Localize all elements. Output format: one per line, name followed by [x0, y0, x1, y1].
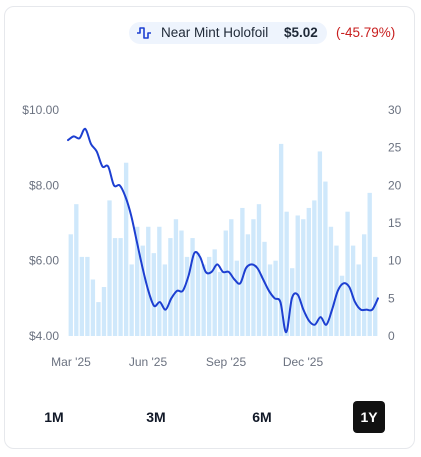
- volume-bar: [295, 215, 300, 336]
- legend-chip[interactable]: Near Mint Holofoil $5.02: [129, 22, 327, 44]
- price-change-percent: (-45.79%): [336, 25, 396, 40]
- volume-bar: [328, 226, 334, 336]
- left-axis-tick-label: $6.00: [29, 254, 59, 268]
- volume-bar: [184, 256, 190, 336]
- volume-bar: [74, 204, 79, 336]
- volume-bar: [345, 211, 350, 336]
- price-line: [67, 127, 379, 334]
- volume-bar: [96, 302, 101, 336]
- right-axis: 30 25 20 15 10 5 0: [388, 103, 402, 343]
- range-button-1m[interactable]: 1M: [44, 409, 64, 425]
- x-axis: Mar '25 Jun '25 Sep '25 Dec '25: [51, 355, 323, 369]
- right-axis-tick-label: 20: [388, 178, 402, 192]
- volume-bar: [68, 234, 73, 336]
- x-axis-tick-label: Dec '25: [283, 355, 324, 369]
- x-axis-tick-label: Jun '25: [129, 355, 168, 369]
- range-button-6m[interactable]: 6M: [252, 409, 272, 425]
- volume-bar: [251, 219, 256, 336]
- volume-bar: [367, 192, 372, 336]
- volume-bar: [245, 234, 251, 336]
- volume-bar: [267, 264, 273, 336]
- volume-bar: [301, 219, 306, 336]
- volume-bars: [68, 143, 378, 336]
- range-button-3m[interactable]: 3M: [146, 409, 166, 425]
- volume-bar: [129, 264, 134, 336]
- legend-current-price: $5.02: [284, 25, 318, 40]
- volume-bar: [317, 151, 323, 336]
- volume-bar: [107, 200, 112, 336]
- volume-bar: [135, 226, 140, 336]
- volume-bar: [90, 279, 96, 336]
- price-line-icon: [137, 27, 151, 39]
- right-axis-tick-label: 10: [388, 254, 402, 268]
- right-axis-tick-label: 15: [388, 216, 402, 230]
- volume-bar: [278, 143, 284, 336]
- left-axis-tick-label: $8.00: [29, 178, 59, 192]
- range-button-1y[interactable]: 1Y: [353, 401, 385, 433]
- volume-bar: [85, 256, 90, 336]
- volume-bar: [190, 238, 195, 336]
- right-axis-tick-label: 30: [388, 103, 402, 117]
- volume-bar: [323, 181, 328, 336]
- volume-bar: [356, 264, 361, 336]
- volume-bar: [240, 207, 245, 336]
- volume-bar: [229, 219, 234, 336]
- volume-bar: [79, 256, 85, 336]
- volume-bar: [123, 162, 129, 336]
- volume-bar: [223, 230, 228, 336]
- volume-bar: [350, 245, 356, 336]
- volume-bar: [361, 234, 367, 336]
- volume-bar: [234, 260, 240, 336]
- x-axis-tick-label: Sep '25: [206, 355, 247, 369]
- volume-bar: [195, 253, 201, 336]
- right-axis-tick-label: 0: [388, 329, 395, 343]
- volume-bar: [201, 264, 206, 336]
- volume-bar: [334, 245, 339, 336]
- price-line-layer: [67, 127, 379, 334]
- volume-bar: [218, 271, 223, 336]
- volume-bar: [112, 238, 118, 336]
- volume-bar: [157, 226, 162, 336]
- volume-bar: [140, 245, 145, 336]
- legend-series-label: Near Mint Holofoil: [161, 25, 269, 40]
- x-axis-tick-label: Mar '25: [51, 355, 91, 369]
- right-axis-tick-label: 5: [388, 291, 395, 305]
- volume-bar: [101, 287, 107, 336]
- volume-bar: [118, 238, 123, 336]
- volume-bar: [373, 256, 378, 336]
- left-axis-tick-label: $10.00: [22, 103, 59, 117]
- volume-bar: [151, 253, 156, 336]
- volume-bar: [290, 268, 295, 336]
- left-axis: $10.00 $8.00 $6.00 $4.00: [22, 103, 59, 343]
- volume-bar: [284, 211, 289, 336]
- left-axis-tick-label: $4.00: [29, 329, 59, 343]
- volume-bar: [262, 241, 267, 336]
- volume-bar: [179, 230, 184, 336]
- volume-bar: [212, 249, 217, 336]
- volume-bar: [162, 264, 168, 336]
- volume-bar: [168, 238, 173, 336]
- volume-bar: [306, 207, 311, 336]
- volume-bar: [146, 226, 151, 336]
- volume-bar: [206, 256, 212, 336]
- volume-bar: [312, 200, 317, 336]
- right-axis-tick-label: 25: [388, 141, 402, 155]
- volume-bar: [339, 275, 345, 336]
- volume-bar: [173, 219, 179, 336]
